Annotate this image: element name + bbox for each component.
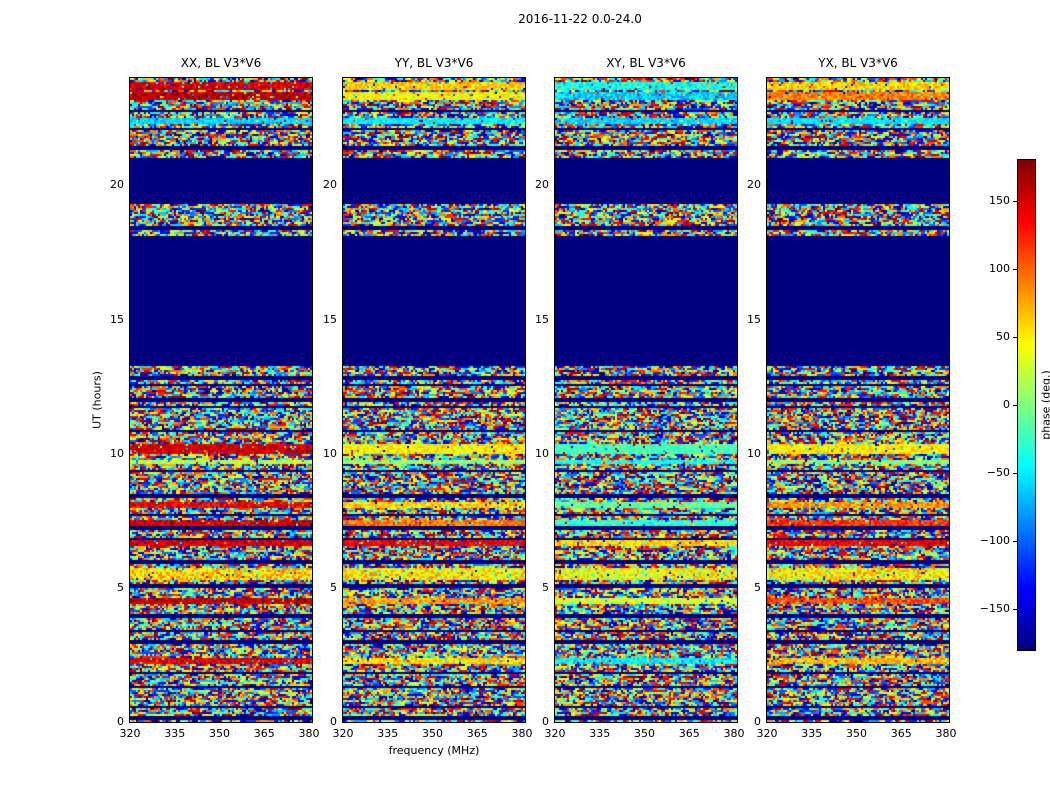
colorbar-tick-mark (1013, 473, 1017, 475)
panel-title-yy: YY, BL V3*V6 (394, 56, 474, 70)
panel-title-xx: XX, BL V3*V6 (180, 56, 262, 70)
y-tick-label: 5 (330, 580, 337, 594)
y-tick-label: 15 (323, 312, 337, 326)
y-tick-label: 15 (110, 312, 124, 326)
heatmap-canvas-xy (554, 77, 738, 723)
y-tick-label: 20 (747, 178, 761, 192)
x-tick-label: 350 (634, 727, 655, 740)
colorbar-tick-label: −50 (986, 466, 1010, 480)
panel-title-yx: YX, BL V3*V6 (818, 56, 898, 70)
y-tick-label: 5 (117, 580, 124, 594)
x-tick-label: 350 (846, 727, 867, 740)
x-tick-label: 320 (756, 727, 778, 740)
x-tick-label: 365 (890, 727, 912, 740)
x-axis-label: frequency (MHz) (388, 744, 480, 757)
y-tick-label: 5 (754, 580, 761, 594)
x-tick-label: 335 (377, 727, 399, 740)
heatmap-canvas-xx (129, 77, 313, 723)
x-tick-label: 320 (544, 727, 566, 740)
y-tick-label: 10 (535, 446, 549, 460)
y-tick-label: 0 (117, 715, 124, 728)
y-tick-label: 5 (542, 580, 549, 594)
y-tick-label: 10 (110, 446, 124, 460)
colorbar-tick-mark (1013, 405, 1017, 406)
colorbar-tick-label: 50 (996, 329, 1010, 343)
y-tick-label: 0 (754, 715, 761, 728)
colorbar-label: phase (deg.) (1039, 370, 1050, 440)
y-tick-label: 10 (747, 446, 761, 460)
colorbar-tick-mark (1013, 336, 1017, 338)
y-tick-label: 0 (330, 715, 337, 728)
x-tick-label: 350 (209, 727, 230, 740)
panel-title-xy: XY, BL V3*V6 (606, 56, 686, 70)
colorbar-tick-label: −150 (979, 602, 1010, 616)
y-tick-label: 10 (323, 446, 337, 460)
x-tick-label: 365 (466, 727, 488, 740)
colorbar-tick-mark (1013, 609, 1017, 611)
colorbar-tick-label: 150 (989, 193, 1010, 207)
x-tick-label: 335 (164, 727, 186, 740)
x-tick-label: 335 (589, 727, 611, 740)
colorbar-tick-label: 0 (1003, 398, 1010, 411)
figure-title: 2016-11-22 0.0-24.0 (518, 12, 642, 26)
x-tick-label: 380 (723, 727, 745, 740)
x-tick-label: 335 (801, 727, 823, 740)
x-tick-label: 350 (422, 727, 443, 740)
y-tick-label: 20 (535, 178, 549, 192)
colorbar-tick-label: 100 (989, 261, 1010, 275)
x-tick-label: 320 (332, 727, 354, 740)
x-tick-label: 380 (511, 727, 533, 740)
heatmap-canvas-yx (766, 77, 950, 723)
y-tick-label: 20 (110, 178, 124, 192)
y-tick-label: 15 (747, 312, 761, 326)
y-tick-label: 20 (323, 178, 337, 192)
colorbar-tick-mark (1013, 541, 1017, 543)
y-tick-label: 0 (542, 715, 549, 728)
y-tick-label: 15 (535, 312, 549, 326)
x-tick-label: 320 (119, 727, 141, 740)
y-axis-label: UT (hours) (90, 371, 104, 429)
colorbar-tick-label: −100 (979, 534, 1010, 548)
colorbar-tick-mark (1013, 200, 1017, 202)
colorbar-gradient (1017, 159, 1036, 651)
x-tick-label: 365 (253, 727, 275, 740)
heatmap-canvas-yy (342, 77, 526, 723)
colorbar-tick-mark (1013, 268, 1017, 270)
x-tick-label: 380 (298, 727, 320, 740)
x-tick-label: 380 (935, 727, 957, 740)
x-tick-label: 365 (678, 727, 700, 740)
